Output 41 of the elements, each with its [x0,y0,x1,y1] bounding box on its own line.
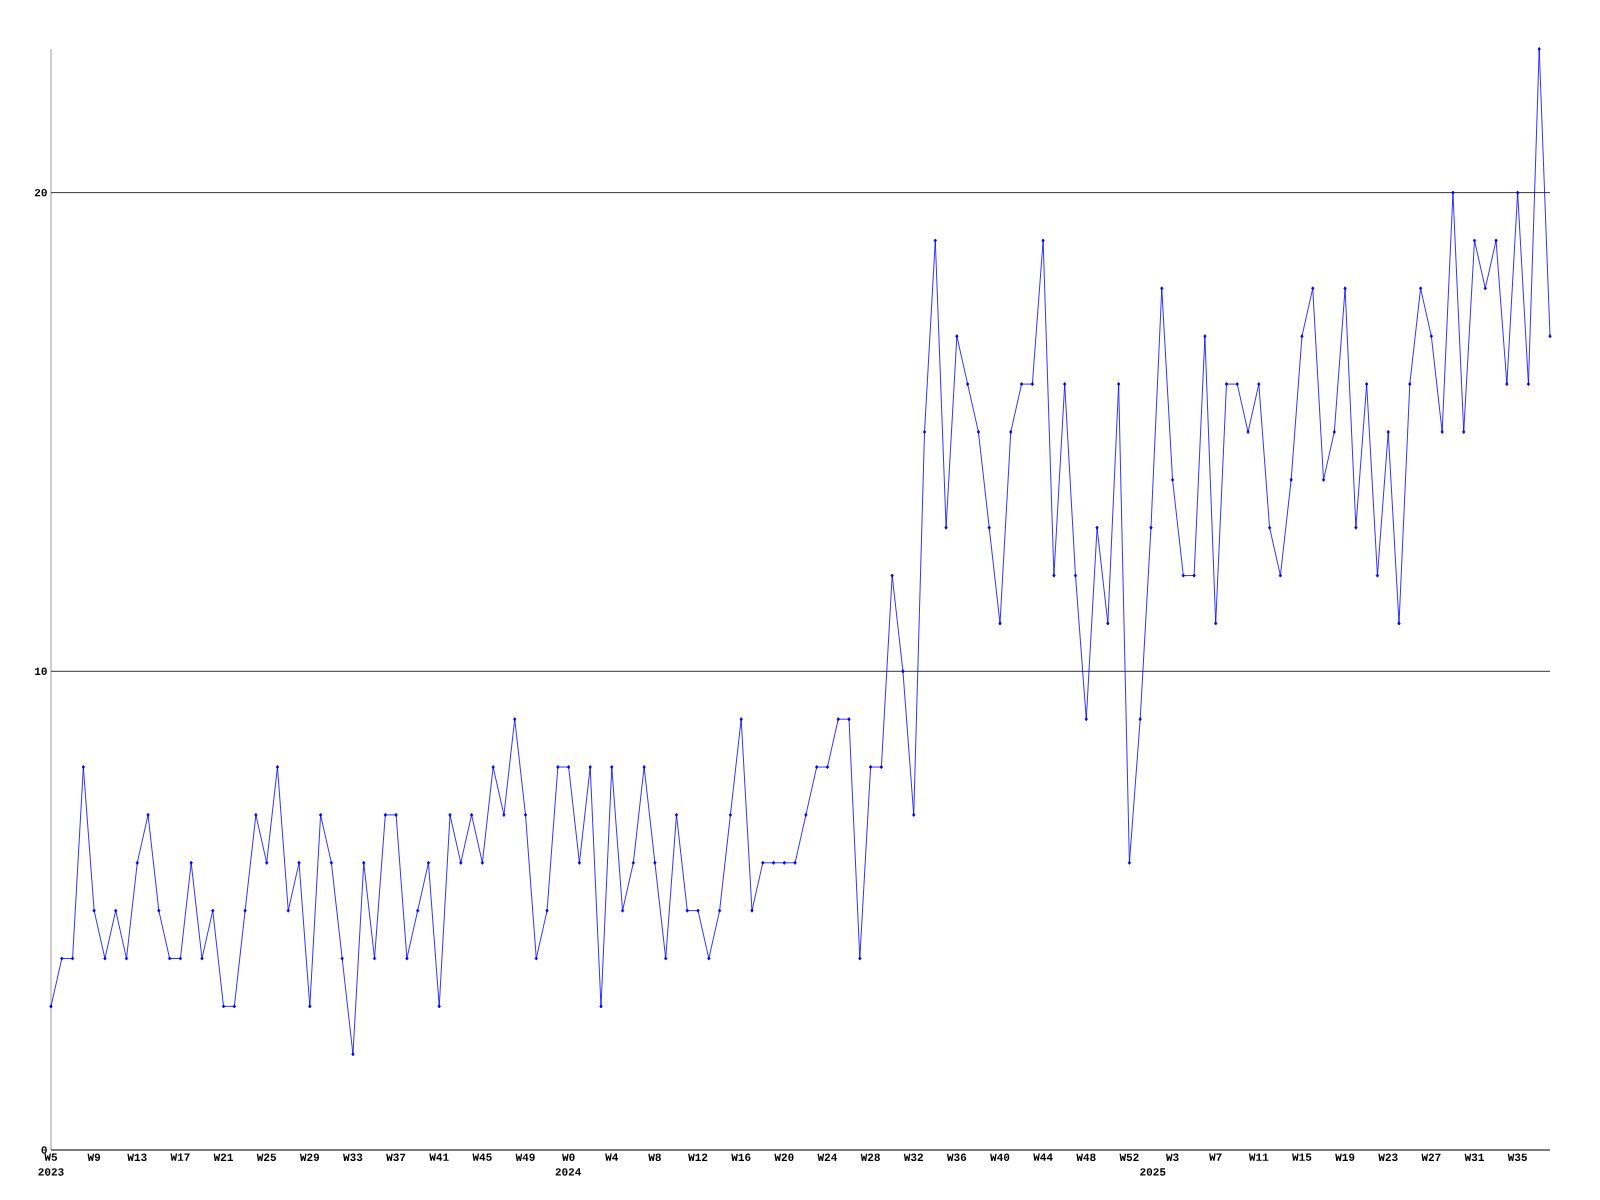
x-tick-label: W12 [688,1153,708,1161]
text: 2025 [1140,1168,1166,1176]
x-tick-label: W29 [299,1153,320,1161]
x-tick-label: W48 [1076,1153,1096,1161]
x-tick-label: W36 [946,1153,967,1161]
y-tick-label: 20 [34,188,47,197]
text: 2023 [38,1168,64,1176]
x-tick-label: W33 [343,1153,363,1161]
x-tick-label: W3 [1165,1153,1179,1161]
y-tick-label: 10 [35,667,47,676]
x-tick-label: W44 [1033,1153,1053,1161]
x-tick-label: W45 [472,1153,492,1161]
x-tick-label: W41 [429,1153,449,1161]
x-tick-label: W9 [87,1153,101,1161]
x-tick-label: W24 [817,1153,838,1161]
x-tick-label: W17 [170,1153,190,1161]
x-tick-label: W0 [562,1153,575,1161]
x-tick-label: W4 [605,1153,619,1161]
x-tick-label: W35 [1507,1153,1527,1161]
x-tick-label: W20 [774,1153,794,1161]
x-tick-label: W52 [1119,1153,1139,1161]
x-tick-label: W28 [860,1153,880,1161]
x-tick-label: W49 [515,1153,535,1161]
x-tick-label: W19 [1335,1153,1355,1161]
x-tick-label: W5 [44,1153,58,1161]
x-tick-label: W27 [1421,1153,1441,1161]
x-tick-label: W37 [386,1153,406,1161]
x-tick-label: W13 [127,1153,147,1161]
text: 2024 [555,1168,582,1176]
x-tick-label: W15 [1292,1153,1312,1161]
x-tick-label: W8 [648,1153,661,1161]
x-tick-label: W40 [990,1153,1010,1161]
x-tick-label: W21 [213,1153,233,1161]
x-tick-label: W11 [1248,1153,1269,1161]
x-tick-label: W16 [731,1153,751,1161]
x-tick-label: W23 [1378,1153,1398,1161]
y-tick-label: 0 [41,1146,47,1154]
x-tick-label: W25 [256,1153,277,1161]
x-tick-label: W31 [1464,1153,1484,1161]
x-tick-label: W7 [1209,1153,1222,1161]
x-tick-label: W32 [903,1153,923,1161]
